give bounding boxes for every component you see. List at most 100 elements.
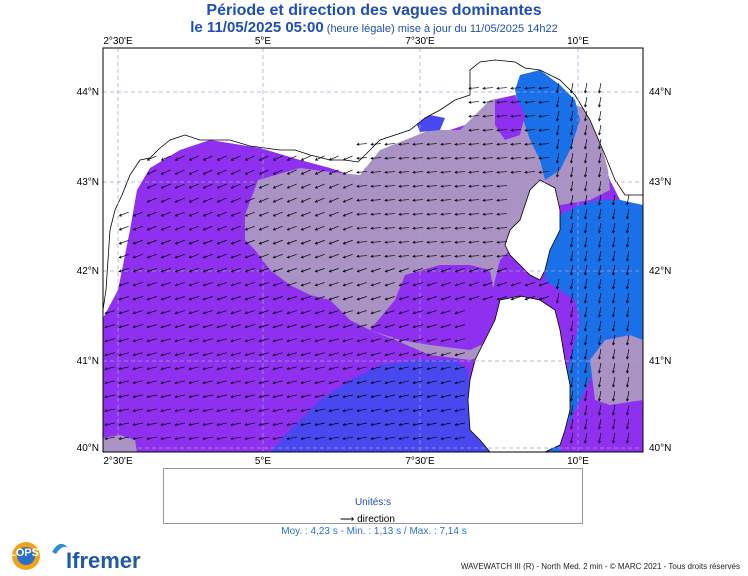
direction-arrow-head <box>314 297 318 301</box>
direction-arrow <box>287 169 297 175</box>
direction-arrow-head <box>174 423 178 427</box>
direction-arrow-head <box>118 269 122 273</box>
direction-arrow-head <box>118 339 122 343</box>
direction-arrow <box>455 282 465 286</box>
direction-arrow <box>412 227 424 229</box>
direction-arrow <box>147 155 157 161</box>
direction-arrow-head <box>612 202 615 206</box>
direction-arrow <box>370 213 382 215</box>
lat-label-right: 44°N <box>649 87 671 98</box>
direction-arrow-head <box>230 241 234 245</box>
direction-arrow <box>427 436 437 440</box>
direction-arrow-head <box>160 395 164 399</box>
direction-arrow-head <box>468 226 472 230</box>
direction-arrow <box>259 197 269 203</box>
direction-arrow-head <box>300 213 304 217</box>
direction-arrow <box>598 139 602 149</box>
direction-arrow <box>273 394 283 398</box>
direction-arrow <box>203 338 213 342</box>
direction-arrow <box>259 380 269 384</box>
direction-arrow <box>584 139 588 149</box>
direction-arrow <box>189 366 199 370</box>
direction-arrow <box>584 433 588 443</box>
direction-arrow <box>356 213 368 215</box>
direction-arrow <box>357 338 367 342</box>
direction-arrow-head <box>216 367 220 371</box>
direction-arrow-head <box>174 297 178 301</box>
direction-arrow <box>482 241 494 243</box>
direction-arrow-head <box>482 156 486 160</box>
direction-arrow-head <box>384 311 388 315</box>
direction-arrow-head <box>598 104 601 108</box>
direction-arrow-head <box>160 325 164 329</box>
direction-arrow-head <box>612 370 615 374</box>
direction-arrow-head <box>132 227 136 231</box>
direction-arrow <box>570 307 574 317</box>
lat-label-right: 43°N <box>649 177 671 188</box>
direction-arrow-head <box>482 100 486 104</box>
direction-arrow-head <box>570 398 573 402</box>
direction-arrow-head <box>412 226 416 230</box>
direction-arrow-head <box>342 395 346 399</box>
direction-arrow <box>413 324 423 328</box>
direction-arrow-head <box>626 384 629 388</box>
direction-arrow-head <box>314 339 318 343</box>
direction-arrow-head <box>384 156 388 160</box>
direction-arrow-head <box>496 184 500 188</box>
direction-arrow-head <box>160 437 164 441</box>
direction-arrow-head <box>230 311 234 315</box>
direction-arrow-head <box>538 100 542 104</box>
direction-arrow-head <box>258 325 262 329</box>
direction-arrow-head <box>426 269 430 273</box>
direction-arrow <box>259 352 269 356</box>
direction-arrow <box>217 169 227 175</box>
direction-arrow <box>343 422 353 426</box>
direction-arrow <box>413 408 423 412</box>
direction-arrow-head <box>342 325 346 329</box>
direction-arrow-head <box>356 283 360 287</box>
direction-arrow-head <box>598 300 601 304</box>
direction-arrow-head <box>468 128 472 132</box>
direction-arrow-head <box>356 423 360 427</box>
direction-arrow-head <box>202 255 206 259</box>
direction-arrow <box>343 169 353 175</box>
direction-arrow-head <box>412 437 416 441</box>
direction-arrow <box>231 324 241 328</box>
direction-arrow <box>343 225 353 231</box>
direction-arrow <box>357 268 367 272</box>
lon-label-top: 2°30'E <box>103 36 133 47</box>
direction-arrow-head <box>328 423 332 427</box>
direction-arrow <box>147 338 157 342</box>
direction-arrow-head <box>146 311 150 315</box>
direction-arrow <box>161 197 171 203</box>
direction-arrow <box>370 185 382 187</box>
direction-arrow <box>273 310 283 314</box>
direction-arrow-head <box>626 314 629 318</box>
lon-label-top: 7°30'E <box>405 36 435 47</box>
zone-grey-east <box>590 335 643 405</box>
direction-arrow-head <box>230 269 234 273</box>
direction-arrow-head <box>412 423 416 427</box>
direction-arrow-head <box>584 118 587 122</box>
direction-arrow <box>231 310 241 314</box>
direction-arrow <box>427 408 437 412</box>
lon-labels-top: 2°30'E 5°E 7°30'E 10°E <box>103 36 589 47</box>
direction-arrow <box>147 296 157 300</box>
direction-arrow-head <box>104 353 108 357</box>
direction-arrow <box>273 408 283 412</box>
direction-arrow <box>482 171 494 173</box>
direction-arrow-head <box>230 297 234 301</box>
direction-arrow <box>343 380 353 384</box>
direction-arrow-head <box>132 367 136 371</box>
direction-arrow-head <box>258 213 262 217</box>
direction-arrow <box>161 239 171 245</box>
direction-arrow-head <box>510 297 514 301</box>
direction-arrow-head <box>626 342 629 346</box>
lat-label-right: 42°N <box>649 266 671 277</box>
direction-arrow <box>427 422 437 426</box>
direction-arrow-head <box>272 213 276 217</box>
direction-arrow-head <box>272 325 276 329</box>
direction-arrow-head <box>482 240 486 244</box>
direction-arrow-head <box>454 170 458 174</box>
direction-arrow <box>133 352 143 356</box>
